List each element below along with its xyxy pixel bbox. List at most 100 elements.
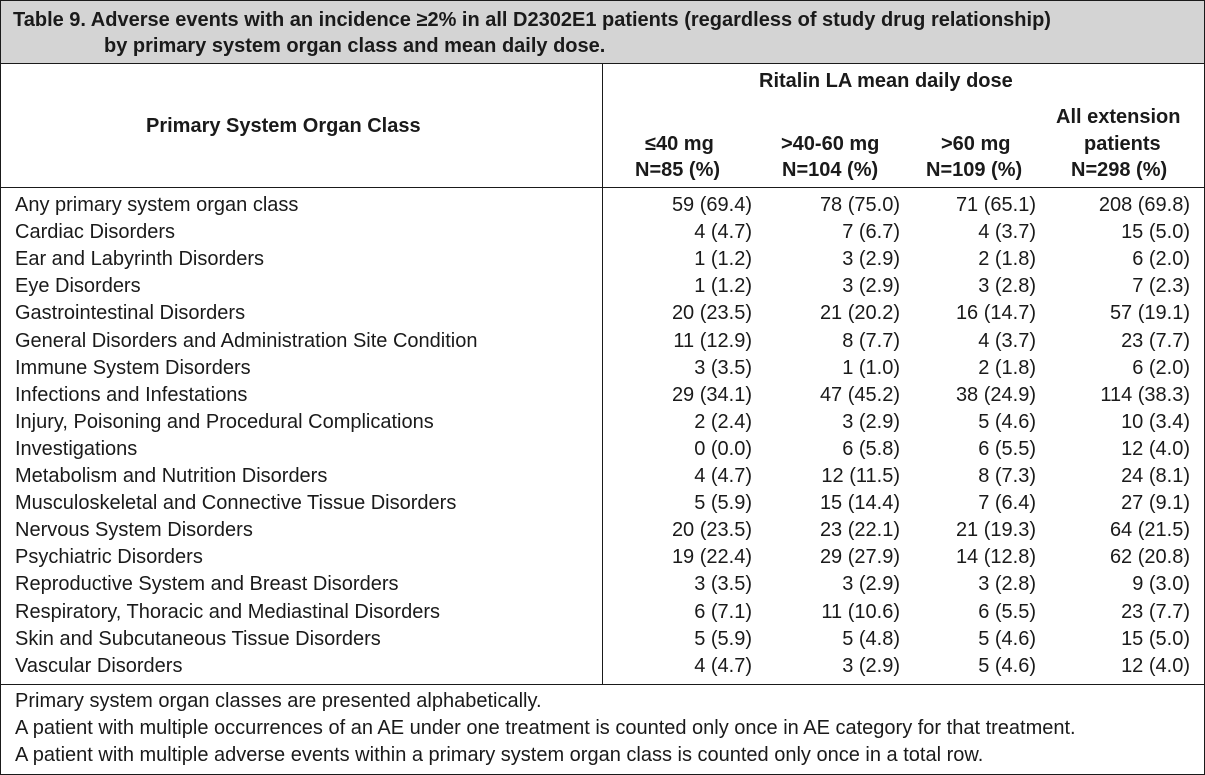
header-col1-n: N=85 (%) xyxy=(635,159,721,181)
value-cell-col1: 4 (4.7) xyxy=(694,654,752,677)
value-cell-col2: 11 (10.6) xyxy=(821,600,900,623)
table-row: Ear and Labyrinth Disorders 1 (1.2) 3 (2.9… xyxy=(1,246,1204,273)
table-row: Eye Disorders 1 (1.2) 3 (2.9) 3 (2.8) 7 (2.3… xyxy=(1,273,1204,300)
value-cell-col3: 7 (6.4) xyxy=(978,492,1036,515)
value-cell-col3: 16 (14.7) xyxy=(955,302,1036,325)
organ-class-label: Gastrointestinal Disorders xyxy=(15,302,246,325)
value-cell-col3: 2 (1.8) xyxy=(978,248,1036,271)
organ-class-label: Nervous System Disorders xyxy=(15,519,253,542)
value-cell-col4: 23 (7.7) xyxy=(1121,600,1190,623)
value-cell-col2: 3 (2.9) xyxy=(842,654,900,677)
table-row: Gastrointestinal Disorders 20 (23.5) 21 (2… xyxy=(1,300,1204,327)
value-cell-col4: 208 (69.8) xyxy=(1098,194,1190,216)
table-row: Infections and Infestations 29 (34.1) 47 (… xyxy=(1,382,1204,409)
value-cell-col2: 3 (2.9) xyxy=(842,248,900,271)
organ-class-label: Investigations xyxy=(15,437,138,460)
value-cell-col4: 12 (4.0) xyxy=(1121,437,1190,460)
value-cell-col2: 23 (22.1) xyxy=(819,519,900,542)
value-cell-col3: 3 (2.8) xyxy=(978,275,1036,298)
table-row: General Disorders and Administration Sit… xyxy=(1,328,1204,355)
value-cell-col2: 8 (7.7) xyxy=(842,329,900,352)
value-cell-col4: 6 (2.0) xyxy=(1132,248,1190,271)
footnote: A patient with multiple occurrences of a… xyxy=(15,717,1076,739)
value-cell-col4: 64 (21.5) xyxy=(1109,519,1190,542)
value-cell-col2: 12 (11.5) xyxy=(821,465,900,487)
table-row: Vascular Disorders 4 (4.7) 3 (2.9) 5 (4.6) 1… xyxy=(1,653,1204,680)
organ-class-label: Musculoskeletal and Connective Tissue Di… xyxy=(15,492,457,515)
header-col3-n: N=109 (%) xyxy=(926,159,1023,181)
value-cell-col1: 29 (34.1) xyxy=(671,383,752,406)
header-col2-n: N=104 (%) xyxy=(782,159,879,181)
table-row: Respiratory, Thoracic and Mediastinal Di… xyxy=(1,599,1204,626)
organ-class-label: Infections and Infestations xyxy=(15,383,248,406)
value-cell-col2: 5 (4.8) xyxy=(842,627,900,650)
header-col4-n: N=298 (%) xyxy=(1071,159,1168,181)
value-cell-col3: 4 (3.7) xyxy=(978,329,1036,352)
value-cell-col1: 20 (23.5) xyxy=(671,302,752,325)
table-row: Reproductive System and Breast Disorders… xyxy=(1,571,1204,598)
value-cell-col1: 1 (1.2) xyxy=(694,248,752,271)
value-cell-col1: 2 (2.4) xyxy=(694,410,752,433)
organ-class-label: Injury, Poisoning and Procedural Complic… xyxy=(15,410,434,433)
column-divider xyxy=(602,63,603,685)
value-cell-col2: 21 (20.2) xyxy=(819,302,900,325)
value-cell-col2: 47 (45.2) xyxy=(819,383,900,406)
header-divider xyxy=(1,187,1204,188)
value-cell-col1: 4 (4.7) xyxy=(694,465,752,487)
table-row: Immune System Disorders 3 (3.5) 1 (1.0) 2 (… xyxy=(1,355,1204,382)
footnotes: Primary system organ classes are present… xyxy=(15,688,1076,769)
table-row: Skin and Subcutaneous Tissue Disorders 5 … xyxy=(1,626,1204,653)
value-cell-col1: 4 (4.7) xyxy=(694,221,752,244)
table-row: Metabolism and Nutrition Disorders 4 (4.7… xyxy=(1,463,1204,490)
value-cell-col3: 6 (5.5) xyxy=(978,437,1036,460)
value-cell-col1: 20 (23.5) xyxy=(671,519,752,542)
value-cell-col3: 6 (5.5) xyxy=(978,600,1036,623)
header-col3-dose: >60 mg xyxy=(941,133,1011,155)
organ-class-label: Psychiatric Disorders xyxy=(15,546,203,569)
value-cell-col4: 7 (2.3) xyxy=(1132,275,1190,298)
organ-class-label: Immune System Disorders xyxy=(15,356,251,379)
value-cell-col1: 19 (22.4) xyxy=(671,546,752,569)
value-cell-col1: 0 (0.0) xyxy=(694,437,752,460)
organ-class-label: Ear and Labyrinth Disorders xyxy=(15,248,265,271)
value-cell-col1: 5 (5.9) xyxy=(694,627,752,650)
value-cell-col4: 24 (8.1) xyxy=(1121,465,1190,487)
organ-class-label: General Disorders and Administration Sit… xyxy=(15,329,478,352)
value-cell-col3: 4 (3.7) xyxy=(978,221,1036,244)
value-cell-col1: 5 (5.9) xyxy=(694,492,752,515)
table-row: Cardiac Disorders 4 (4.7) 7 (6.7) 4 (3.7) 15… xyxy=(1,219,1204,246)
value-cell-col1: 6 (7.1) xyxy=(694,600,752,623)
value-cell-col4: 114 (38.3) xyxy=(1100,383,1190,406)
value-cell-col3: 5 (4.6) xyxy=(978,410,1036,433)
value-cell-col1: 3 (3.5) xyxy=(694,356,752,379)
organ-class-label: Any primary system organ class xyxy=(15,194,299,216)
value-cell-col4: 57 (19.1) xyxy=(1109,302,1190,325)
value-cell-col1: 3 (3.5) xyxy=(694,573,752,596)
value-cell-col4: 9 (3.0) xyxy=(1132,573,1190,596)
value-cell-col4: 15 (5.0) xyxy=(1121,221,1190,244)
value-cell-col3: 21 (19.3) xyxy=(955,519,1036,542)
footnote: Primary system organ classes are present… xyxy=(15,690,542,712)
value-cell-col2: 15 (14.4) xyxy=(819,492,900,515)
value-cell-col2: 3 (2.9) xyxy=(842,573,900,596)
organ-class-label: Eye Disorders xyxy=(15,275,141,298)
value-cell-col4: 6 (2.0) xyxy=(1132,356,1190,379)
value-cell-col3: 71 (65.1) xyxy=(955,194,1036,216)
organ-class-label: Reproductive System and Breast Disorders xyxy=(15,573,399,596)
value-cell-col3: 3 (2.8) xyxy=(978,573,1036,596)
value-cell-col2: 7 (6.7) xyxy=(842,221,900,244)
value-cell-col1: 11 (12.9) xyxy=(673,329,752,352)
organ-class-label: Metabolism and Nutrition Disorders xyxy=(15,465,328,487)
value-cell-col4: 12 (4.0) xyxy=(1121,654,1190,677)
organ-class-label: Skin and Subcutaneous Tissue Disorders xyxy=(15,627,381,650)
table-row: Investigations 0 (0.0) 6 (5.8) 6 (5.5) 12 (4… xyxy=(1,436,1204,463)
table-row: Psychiatric Disorders 19 (22.4) 29 (27.9) 1… xyxy=(1,544,1204,571)
value-cell-col4: 15 (5.0) xyxy=(1121,627,1190,650)
value-cell-col4: 27 (9.1) xyxy=(1121,492,1190,515)
table-row: Injury, Poisoning and Procedural Complic… xyxy=(1,409,1204,436)
table-row: Nervous System Disorders 20 (23.5) 23 (22.… xyxy=(1,517,1204,544)
table-title-line1: Table 9. Adverse events with an incidenc… xyxy=(13,9,1051,31)
footer-divider xyxy=(1,684,1204,685)
value-cell-col1: 1 (1.2) xyxy=(694,275,752,298)
table-row: Any primary system organ class 59 (69.4) 7… xyxy=(1,192,1204,219)
